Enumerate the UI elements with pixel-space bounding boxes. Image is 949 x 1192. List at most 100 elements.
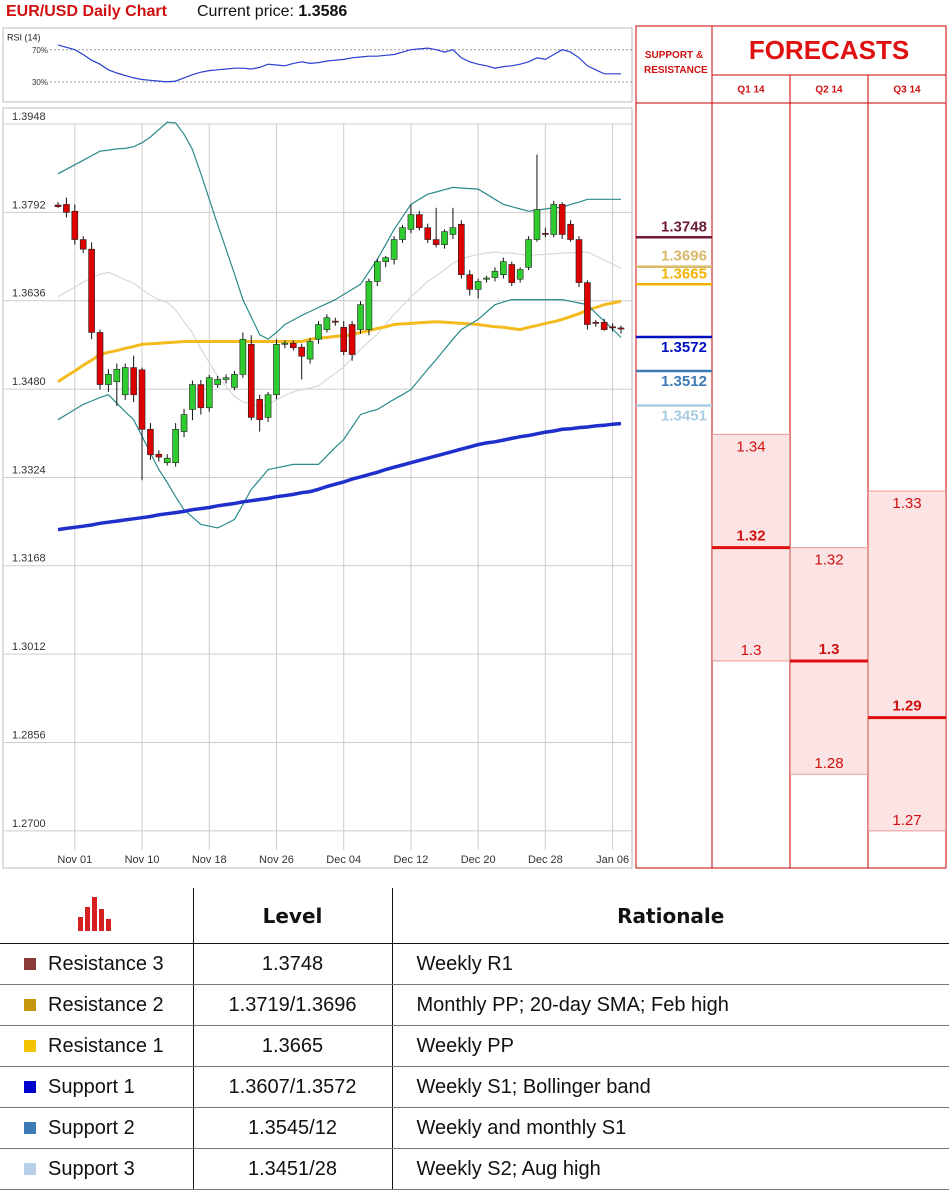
rsi-title: RSI (14): [7, 32, 41, 42]
table-row: Resistance 3 1.3748 Weekly R1: [0, 943, 949, 985]
y-tick-label: 1.3636: [12, 288, 46, 300]
level-value: 1.3545/12: [193, 1107, 393, 1149]
candle-body: [306, 341, 314, 360]
color-swatch: [24, 1081, 36, 1094]
level-value: 1.3607/1.3572: [193, 1066, 393, 1108]
candle-body: [542, 233, 549, 235]
rationale: Weekly and monthly S1: [392, 1107, 949, 1149]
rsi-line: [57, 44, 621, 83]
candle-body: [340, 327, 348, 352]
candle-body: [214, 379, 221, 385]
level-label: 1.3572: [661, 339, 707, 356]
candle-body: [63, 204, 70, 213]
quarter-label: Q1 14: [737, 85, 765, 96]
y-tick-label: 1.3168: [12, 553, 46, 565]
forecast-high-label: 1.33: [892, 495, 921, 512]
candle-body: [525, 239, 532, 268]
candle-body: [205, 377, 213, 409]
candle-body: [558, 204, 566, 235]
candle-body: [222, 377, 230, 380]
level-name-cell: Support 2: [0, 1107, 194, 1149]
level-label: 1.3696: [661, 248, 707, 265]
candle-body: [130, 367, 137, 396]
candle-body: [365, 281, 373, 330]
table-row: Support 3 1.3451/28 Weekly S2; Aug high: [0, 1148, 949, 1190]
level-value: 1.3665: [193, 1025, 393, 1067]
candle-body: [121, 367, 129, 396]
forecast-range: [868, 490, 946, 832]
level-value: 1.3748: [193, 943, 393, 985]
chart-icon: [78, 896, 112, 931]
candle-body: [231, 374, 238, 388]
header-rationale: Rationale: [392, 888, 949, 944]
candle-body: [550, 204, 558, 235]
candle-body: [298, 346, 305, 357]
x-tick-label: Dec 28: [528, 854, 563, 866]
candle-body: [533, 209, 541, 240]
candle-body: [113, 368, 121, 383]
candle-body: [575, 239, 583, 283]
quarter-label: Q2 14: [815, 85, 843, 96]
forecast-mid-label: 1.32: [736, 528, 765, 545]
table-header: Level Rationale: [0, 888, 949, 944]
x-tick-label: Nov 10: [125, 854, 160, 866]
level-label: 1.3748: [661, 218, 707, 235]
forecast-low-label: 1.27: [892, 812, 921, 829]
candle-body: [247, 344, 255, 418]
candle-body: [96, 332, 104, 385]
candle-body: [374, 261, 381, 282]
candle-body: [256, 398, 263, 420]
candle-body: [466, 274, 474, 290]
forecast-high-label: 1.34: [736, 438, 765, 455]
icon-cell: [0, 888, 194, 944]
x-tick-label: Dec 04: [326, 854, 361, 866]
rsi-frame: [2, 27, 633, 103]
candle-body: [458, 223, 465, 275]
forecast-title: FORECASTS: [749, 35, 909, 65]
x-tick-label: Dec 12: [393, 854, 428, 866]
candle-body: [88, 248, 95, 333]
candle-body: [71, 210, 79, 240]
forecast-low-label: 1.28: [814, 755, 843, 772]
candle-body: [584, 282, 591, 325]
forecast-mid-label: 1.3: [819, 641, 840, 658]
candle-body: [424, 227, 432, 240]
candle-body: [399, 227, 406, 240]
overlay-line: [57, 121, 621, 340]
y-tick-label: 1.3324: [12, 464, 46, 476]
sr-title: SUPPORT & RESISTANCE: [644, 50, 708, 76]
candle-body: [516, 269, 524, 280]
overlay-line: [57, 299, 622, 529]
color-swatch: [24, 1163, 36, 1176]
candle-body: [357, 304, 364, 330]
forecast-frame: [635, 25, 947, 869]
candle-body: [390, 239, 398, 260]
chart-area: EUR/USD Daily Chart Current price: 1.358…: [2, 3, 947, 869]
x-tick-label: Jan 06: [596, 854, 629, 866]
candle-body: [197, 384, 205, 409]
x-tick-label: Nov 18: [192, 854, 227, 866]
candle-body: [567, 223, 574, 240]
y-tick-label: 1.3480: [12, 376, 46, 388]
candle-body: [449, 227, 457, 235]
candle-body: [432, 239, 440, 245]
y-tick-label: 1.2700: [12, 818, 46, 830]
x-tick-label: Nov 01: [57, 854, 92, 866]
level-name-cell: Resistance 1: [0, 1025, 194, 1067]
y-tick-label: 1.2856: [12, 729, 46, 741]
candle-body: [239, 338, 247, 375]
rationale: Monthly PP; 20-day SMA; Feb high: [392, 984, 949, 1026]
chart-title: EUR/USD Daily Chart: [6, 3, 168, 20]
levels-table: Level Rationale Resistance 3 1.3748 Weekly…: [0, 888, 949, 1190]
chart-frame: [2, 107, 633, 869]
x-tick-label: Dec 20: [461, 854, 496, 866]
candle-body: [264, 394, 272, 418]
candle-body: [147, 428, 154, 456]
candle-body: [474, 281, 482, 290]
forecast-low-label: 1.3: [741, 642, 762, 659]
candle-body: [407, 214, 415, 230]
candle-body: [138, 369, 146, 430]
level-name: Resistance 3: [48, 952, 164, 975]
header-level: Level: [193, 888, 393, 944]
